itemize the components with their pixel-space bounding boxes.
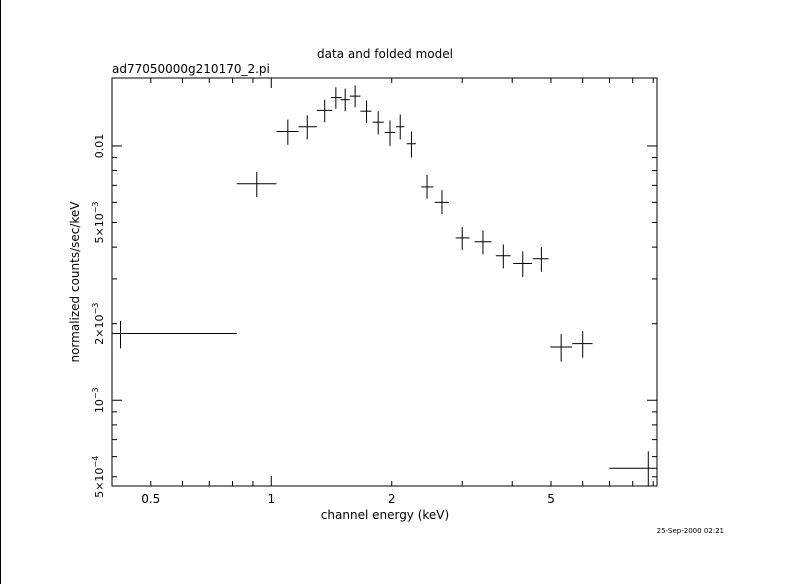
data-point: [316, 99, 333, 123]
x-tick-label: 2: [388, 492, 396, 506]
data-point: [572, 331, 593, 358]
x-tick-label: 0.5: [141, 492, 160, 506]
data-point: [550, 334, 573, 362]
data-point: [330, 87, 342, 109]
y-tick-label: 2×10−3: [91, 303, 106, 345]
data-point: [396, 114, 405, 140]
y-tick-label: 5×10−3: [91, 201, 106, 243]
y-axis: 5×10−4 10−3 2×10−3 5×10−3 0.01: [91, 134, 657, 498]
data-point: [495, 244, 511, 269]
data-point: [360, 100, 372, 124]
data-point: [406, 131, 417, 158]
data-point: [236, 171, 277, 197]
y-axis-label: normalized counts/sec/keV: [68, 201, 82, 363]
x-axis: 0.5 1 2 5: [111, 78, 654, 506]
x-tick-label: 5: [547, 492, 555, 506]
x-axis-label: channel energy (keV): [321, 508, 449, 522]
timestamp: 25-Sep-2000 02:21: [657, 527, 724, 535]
data-point: [421, 174, 434, 199]
data-point: [349, 85, 361, 108]
y-tick-label: 0.01: [93, 134, 106, 159]
y-tick-label: 10−3: [91, 387, 106, 413]
data-point: [513, 251, 532, 278]
data-point: [384, 120, 396, 146]
x-tick-label: 1: [267, 492, 275, 506]
chart-title: data and folded model: [317, 47, 453, 61]
data-point: [609, 451, 657, 486]
data-points: [112, 85, 657, 486]
data-point: [372, 111, 384, 135]
data-point: [455, 227, 470, 250]
chart-subtitle: ad77050000g210170_2.pi: [112, 62, 270, 76]
data-point: [112, 320, 237, 349]
data-point: [434, 190, 449, 214]
window-edge: [0, 0, 1, 584]
plot-frame: [111, 77, 658, 487]
data-point: [298, 115, 317, 140]
data-point: [474, 230, 492, 255]
y-tick-label: 5×10−4: [91, 456, 106, 498]
data-point: [532, 247, 549, 272]
data-point: [340, 88, 350, 112]
data-point: [276, 119, 299, 145]
